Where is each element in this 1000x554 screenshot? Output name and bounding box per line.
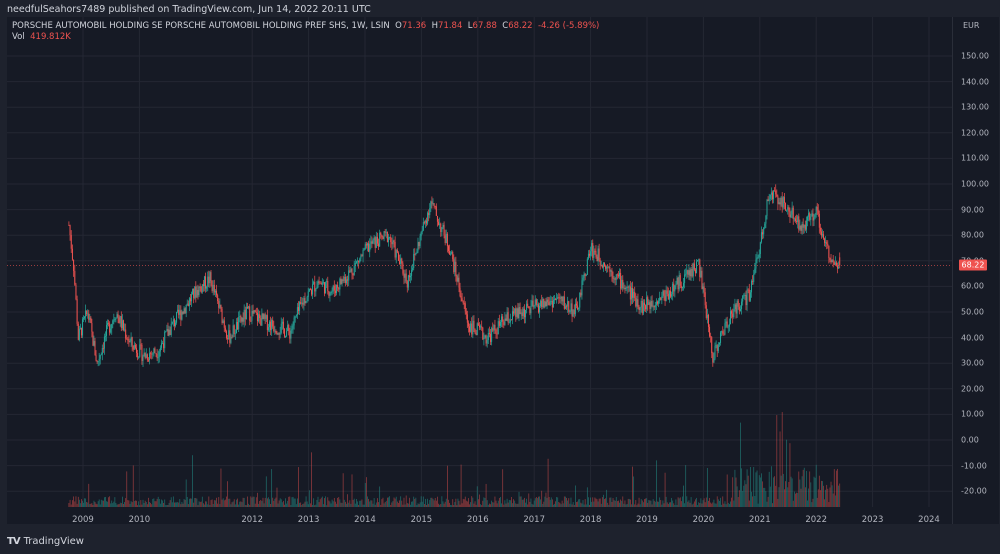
price-tick: 100.00 bbox=[961, 179, 989, 189]
price-tick: 50.00 bbox=[961, 307, 984, 317]
price-tick: 30.00 bbox=[961, 358, 984, 368]
price-tick: 130.00 bbox=[961, 102, 989, 112]
open-label: O bbox=[395, 21, 402, 31]
time-tick: 2015 bbox=[410, 515, 433, 525]
time-tick: 2017 bbox=[523, 515, 546, 525]
time-tick: 2020 bbox=[692, 515, 715, 525]
tradingview-logo-icon: TV bbox=[7, 536, 21, 547]
footer-brand: TV TradingView bbox=[7, 536, 84, 547]
time-tick: 2022 bbox=[805, 515, 828, 525]
candlestick-chart[interactable] bbox=[7, 17, 952, 524]
publisher-line: needfulSeahors7489 published on TradingV… bbox=[7, 4, 371, 15]
symbol-legend: PORSCHE AUTOMOBIL HOLDING SE PORSCHE AUT… bbox=[12, 21, 599, 43]
symbol-name: PORSCHE AUTOMOBIL HOLDING SE PORSCHE AUT… bbox=[12, 21, 390, 31]
price-tick: -20.00 bbox=[961, 486, 987, 496]
close-value: 68.22 bbox=[508, 21, 533, 31]
change-value: -4.26 (-5.89%) bbox=[537, 21, 600, 31]
price-tick: 90.00 bbox=[961, 205, 984, 215]
price-tick: 60.00 bbox=[961, 281, 984, 291]
volume-value: 419.812K bbox=[30, 32, 71, 42]
volume-label: Vol bbox=[12, 32, 25, 42]
price-tick: 0.00 bbox=[961, 435, 979, 445]
time-tick: 2016 bbox=[466, 515, 489, 525]
low-label: L bbox=[467, 21, 473, 31]
price-tick: 10.00 bbox=[961, 409, 984, 419]
high-label: H bbox=[431, 21, 439, 31]
close-label: C bbox=[502, 21, 509, 31]
price-axis[interactable]: EUR 150.00 140.00 130.00 120.00 110.00 100.00… bbox=[952, 17, 999, 524]
time-tick: 2012 bbox=[241, 515, 264, 525]
price-tick: 40.00 bbox=[961, 333, 984, 343]
brand-name: TradingView bbox=[23, 536, 84, 547]
time-tick: 2018 bbox=[579, 515, 602, 525]
time-tick: 2013 bbox=[297, 515, 320, 525]
price-tick: 140.00 bbox=[961, 77, 989, 87]
price-tick: 150.00 bbox=[961, 51, 989, 61]
chart-frame[interactable]: PORSCHE AUTOMOBIL HOLDING SE PORSCHE AUT… bbox=[7, 17, 999, 525]
price-plot[interactable]: PORSCHE AUTOMOBIL HOLDING SE PORSCHE AUT… bbox=[7, 17, 952, 525]
price-tick: 20.00 bbox=[961, 384, 984, 394]
time-tick: 2023 bbox=[861, 515, 884, 525]
high-value: 71.84 bbox=[438, 21, 463, 31]
time-tick: 2019 bbox=[636, 515, 658, 525]
time-tick: 2009 bbox=[72, 515, 94, 525]
price-tick: 80.00 bbox=[961, 230, 984, 240]
time-tick: 2014 bbox=[354, 515, 376, 525]
price-tick: 110.00 bbox=[961, 153, 989, 163]
open-value: 71.36 bbox=[401, 21, 427, 31]
currency-label: EUR bbox=[963, 21, 980, 30]
price-tick: -10.00 bbox=[961, 461, 987, 471]
time-tick: 2010 bbox=[128, 515, 151, 525]
low-value: 67.88 bbox=[472, 21, 497, 31]
time-tick: 2024 bbox=[918, 515, 940, 525]
time-tick: 2021 bbox=[748, 515, 771, 525]
last-price-tag: 68.22 bbox=[959, 259, 987, 271]
price-tick: 120.00 bbox=[961, 128, 989, 138]
